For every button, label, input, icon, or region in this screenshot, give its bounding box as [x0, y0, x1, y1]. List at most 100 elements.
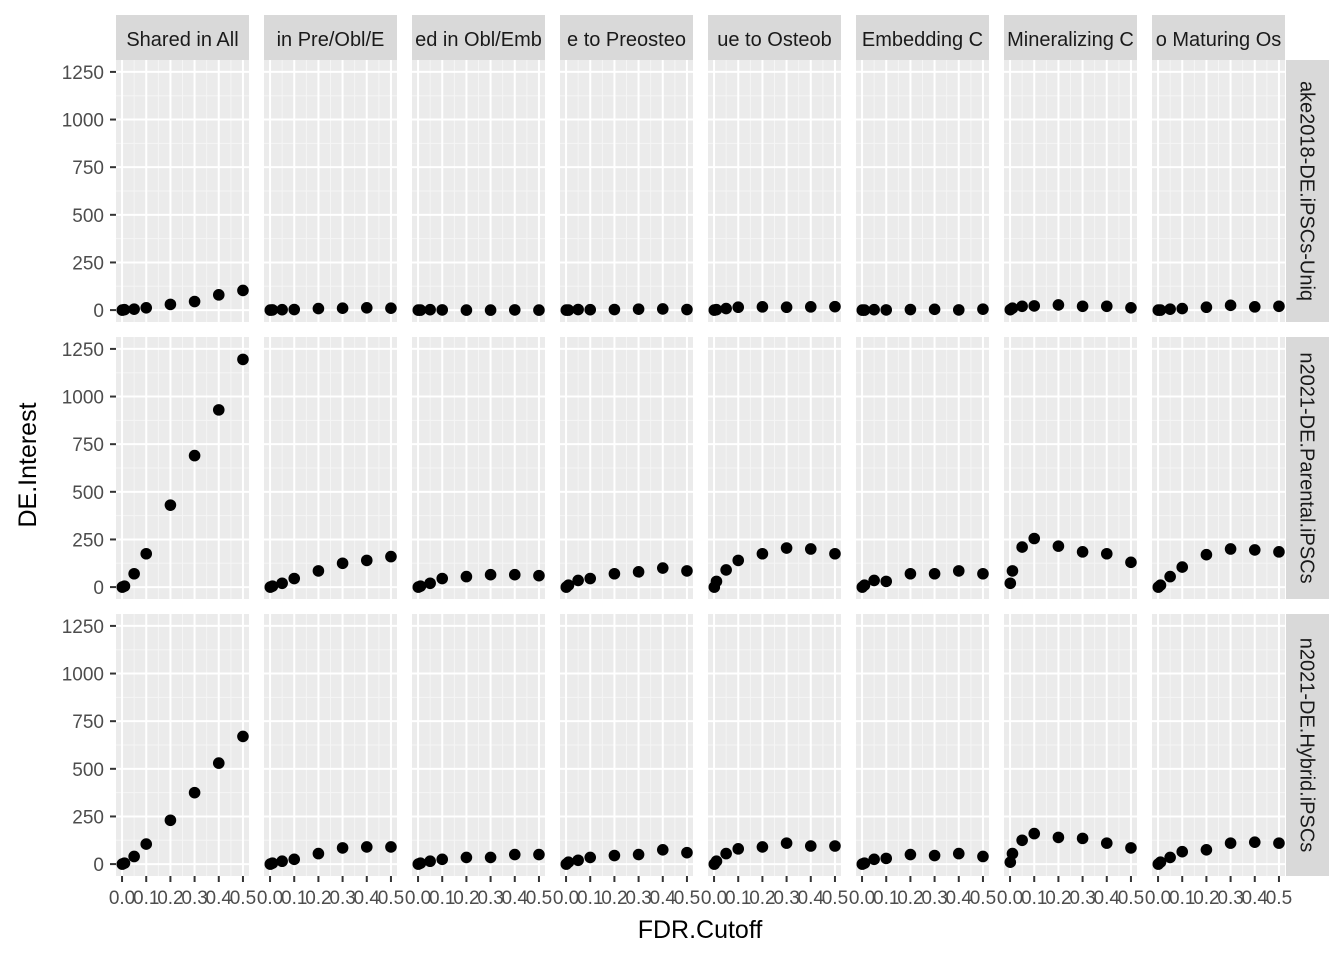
strip-background — [708, 15, 841, 60]
strip-background — [1004, 15, 1137, 60]
x-tick-label: 0.0 — [1145, 888, 1171, 909]
data-point — [720, 564, 732, 576]
data-point — [266, 304, 279, 316]
x-tick-label: 0.5 — [822, 888, 848, 909]
column-strip-label: Embedding C — [862, 29, 983, 51]
data-point — [484, 304, 497, 316]
data-point — [880, 852, 893, 865]
data-point — [904, 848, 917, 861]
data-point — [164, 298, 177, 311]
y-tick-label: 500 — [72, 206, 104, 227]
data-point — [1076, 300, 1089, 313]
y-tick-label: 0 — [93, 578, 104, 599]
data-point — [188, 295, 201, 308]
panel-r3-c1 — [116, 614, 249, 876]
data-point — [188, 449, 201, 462]
panel-r3-c2 — [264, 614, 397, 876]
panel-r3-c5 — [708, 614, 841, 876]
x-tick-label: 0.1 — [873, 888, 899, 909]
data-point — [288, 572, 301, 585]
data-point — [1273, 300, 1285, 313]
data-point — [336, 557, 349, 570]
data-point — [460, 304, 473, 316]
data-point — [868, 303, 880, 316]
data-point — [140, 838, 153, 850]
data-point — [276, 855, 288, 868]
data-point — [288, 853, 301, 866]
x-tick-label: 0.2 — [1045, 888, 1071, 909]
data-point — [804, 301, 817, 313]
data-point — [681, 303, 693, 316]
data-point — [1154, 579, 1167, 591]
data-point — [904, 567, 917, 580]
data-point — [710, 855, 723, 868]
data-point — [237, 353, 249, 366]
data-point — [656, 303, 669, 315]
data-point — [266, 857, 279, 869]
x-tick-label: 0.1 — [1021, 888, 1047, 909]
x-tick-label: 0.2 — [157, 888, 183, 909]
data-point — [572, 854, 584, 867]
data-point — [710, 575, 723, 588]
x-tick-label: 0.0 — [997, 888, 1023, 909]
data-point — [212, 404, 225, 416]
data-point — [928, 303, 941, 316]
x-tick-label: 0.3 — [773, 888, 799, 909]
x-tick-label: 0.0 — [849, 888, 875, 909]
panel-r1-c2 — [264, 60, 397, 322]
data-point — [360, 554, 373, 567]
panel-r2-c5 — [708, 337, 841, 599]
data-point — [928, 567, 941, 580]
y-tick-label: 250 — [72, 253, 104, 274]
data-point — [608, 303, 621, 316]
data-point — [720, 847, 732, 860]
x-tick-label: 0.4 — [1094, 888, 1121, 909]
data-point — [1125, 302, 1137, 314]
column-strip-label: ed in Obl/Emb — [415, 29, 542, 51]
row-strip-2: n2021-DE.Parental.iPSCs — [1286, 337, 1329, 599]
x-tick-label: 0.4 — [798, 888, 825, 909]
data-point — [385, 841, 397, 853]
data-point — [288, 303, 301, 316]
data-point — [562, 304, 575, 316]
strip-background — [116, 15, 249, 60]
data-point — [484, 568, 497, 581]
panel-r1-c1 — [116, 60, 249, 322]
data-point — [414, 304, 427, 316]
column-strip-4: e to Preosteo — [560, 15, 693, 60]
panel-r3-c4 — [560, 614, 693, 876]
x-tick-label: 0.1 — [577, 888, 603, 909]
data-point — [681, 565, 693, 577]
panel-r1-c5 — [708, 60, 841, 322]
data-point — [508, 568, 521, 581]
data-point — [424, 303, 436, 316]
data-point — [1052, 540, 1065, 552]
x-tick-label: 0.5 — [230, 888, 256, 909]
data-point — [414, 857, 427, 869]
data-point — [868, 853, 880, 866]
x-tick-label: 0.5 — [1266, 888, 1292, 909]
data-point — [608, 567, 621, 580]
strip-background — [1286, 60, 1329, 322]
data-point — [562, 579, 575, 591]
data-point — [266, 580, 279, 592]
data-point — [128, 850, 140, 863]
data-point — [1028, 300, 1041, 312]
data-point — [1224, 837, 1237, 849]
data-point — [436, 853, 449, 866]
data-point — [584, 851, 597, 864]
data-point — [1100, 837, 1113, 849]
column-strip-6: Embedding C — [856, 15, 989, 60]
data-point — [1016, 834, 1028, 847]
data-point — [460, 851, 473, 864]
data-point — [829, 840, 841, 852]
x-tick-label: 0.3 — [625, 888, 651, 909]
data-point — [1125, 842, 1137, 854]
x-tick-label: 0.1 — [1169, 888, 1195, 909]
x-tick-label: 0.2 — [897, 888, 923, 909]
data-point — [1164, 570, 1176, 583]
data-point — [312, 565, 325, 577]
data-point — [164, 814, 177, 827]
data-point — [868, 574, 880, 587]
